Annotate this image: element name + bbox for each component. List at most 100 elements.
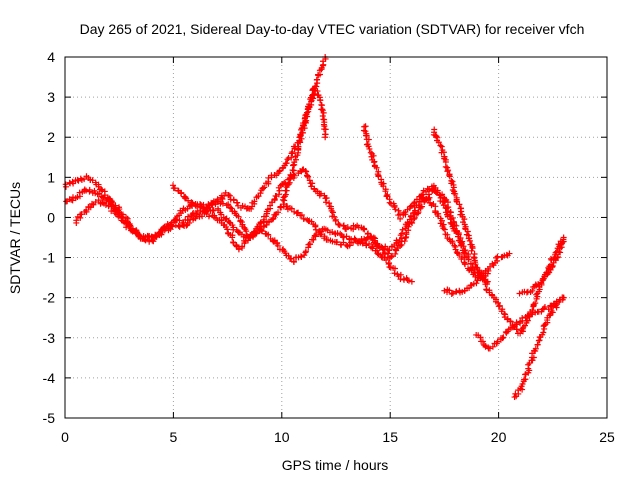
data-point xyxy=(304,109,310,116)
data-point xyxy=(382,188,389,195)
data-point xyxy=(329,209,336,216)
data-point xyxy=(98,186,105,193)
data-point xyxy=(180,219,187,226)
data-point xyxy=(477,334,484,341)
data-point xyxy=(495,303,502,310)
data-point xyxy=(249,232,256,239)
data-point xyxy=(449,290,456,297)
data-point xyxy=(370,234,377,241)
data-point xyxy=(525,312,532,319)
data-point xyxy=(540,329,547,336)
data-point xyxy=(227,204,234,211)
series-track-e xyxy=(277,85,329,210)
data-point xyxy=(500,334,507,341)
data-point xyxy=(171,185,178,192)
data-point xyxy=(463,254,470,261)
data-point xyxy=(78,211,85,218)
data-point xyxy=(473,280,480,287)
data-point xyxy=(139,235,146,242)
data-point xyxy=(391,270,398,277)
x-tick-label: 5 xyxy=(170,429,178,445)
data-point xyxy=(468,247,475,254)
data-point xyxy=(228,205,235,212)
data-point xyxy=(274,242,281,249)
data-point xyxy=(218,211,225,218)
data-point xyxy=(363,132,370,139)
data-point xyxy=(452,190,459,197)
data-point xyxy=(334,239,341,246)
data-point xyxy=(177,190,184,197)
data-point xyxy=(313,76,320,83)
data-point xyxy=(365,136,372,143)
data-point xyxy=(373,164,380,171)
data-point xyxy=(302,248,309,255)
data-point xyxy=(494,338,501,345)
data-point xyxy=(320,116,327,123)
y-axis-label: SDTVAR / TECUs xyxy=(7,182,23,294)
data-point xyxy=(549,264,556,271)
data-point xyxy=(283,160,290,167)
data-point xyxy=(257,190,264,197)
data-point xyxy=(129,227,136,234)
data-point xyxy=(299,129,306,136)
data-point xyxy=(473,264,480,271)
data-point xyxy=(388,253,395,260)
data-point xyxy=(388,252,395,259)
data-point xyxy=(275,209,282,216)
data-point xyxy=(366,145,373,152)
data-point xyxy=(469,245,476,252)
data-point xyxy=(446,287,453,294)
series-track-k xyxy=(516,238,567,297)
data-point xyxy=(455,233,462,240)
data-point xyxy=(307,241,314,248)
data-point xyxy=(225,201,232,208)
data-point xyxy=(309,180,316,187)
data-point xyxy=(292,156,299,163)
y-tick-label: -5 xyxy=(43,410,56,426)
data-point xyxy=(375,173,382,180)
x-tick-labels: 0 5 10 15 20 25 xyxy=(61,429,615,445)
data-point xyxy=(290,259,297,266)
data-point xyxy=(149,233,156,240)
x-tick-label: 20 xyxy=(491,429,507,445)
data-point xyxy=(267,202,274,209)
x-tick-label: 10 xyxy=(274,429,290,445)
data-point xyxy=(323,199,330,206)
data-point xyxy=(270,238,277,245)
data-point xyxy=(456,201,463,208)
data-point xyxy=(521,376,528,383)
data-point xyxy=(386,199,393,206)
data-point xyxy=(297,253,304,260)
data-point xyxy=(405,277,412,284)
data-point xyxy=(397,242,404,249)
y-tick-label: -4 xyxy=(43,370,56,386)
data-point xyxy=(371,237,378,244)
data-point xyxy=(251,198,258,205)
data-point xyxy=(167,221,174,228)
data-point xyxy=(309,92,316,99)
y-tick-label: 3 xyxy=(47,89,55,105)
data-point xyxy=(446,172,453,179)
data-point xyxy=(199,213,206,220)
data-point xyxy=(318,190,325,197)
data-point xyxy=(189,199,196,206)
data-point xyxy=(209,201,216,208)
data-point xyxy=(483,281,490,288)
x-tick-label: 15 xyxy=(382,429,398,445)
data-point xyxy=(312,226,319,233)
data-point xyxy=(332,216,339,223)
data-point xyxy=(161,223,168,230)
data-point xyxy=(474,277,481,284)
data-point xyxy=(209,207,216,214)
data-point xyxy=(486,263,493,270)
data-point xyxy=(532,300,539,307)
data-points xyxy=(62,54,567,401)
data-point xyxy=(401,238,408,245)
data-point xyxy=(411,215,418,222)
data-point xyxy=(235,213,242,220)
data-point xyxy=(83,207,90,214)
data-point xyxy=(507,318,514,325)
data-point xyxy=(436,191,443,198)
data-point xyxy=(516,290,523,297)
